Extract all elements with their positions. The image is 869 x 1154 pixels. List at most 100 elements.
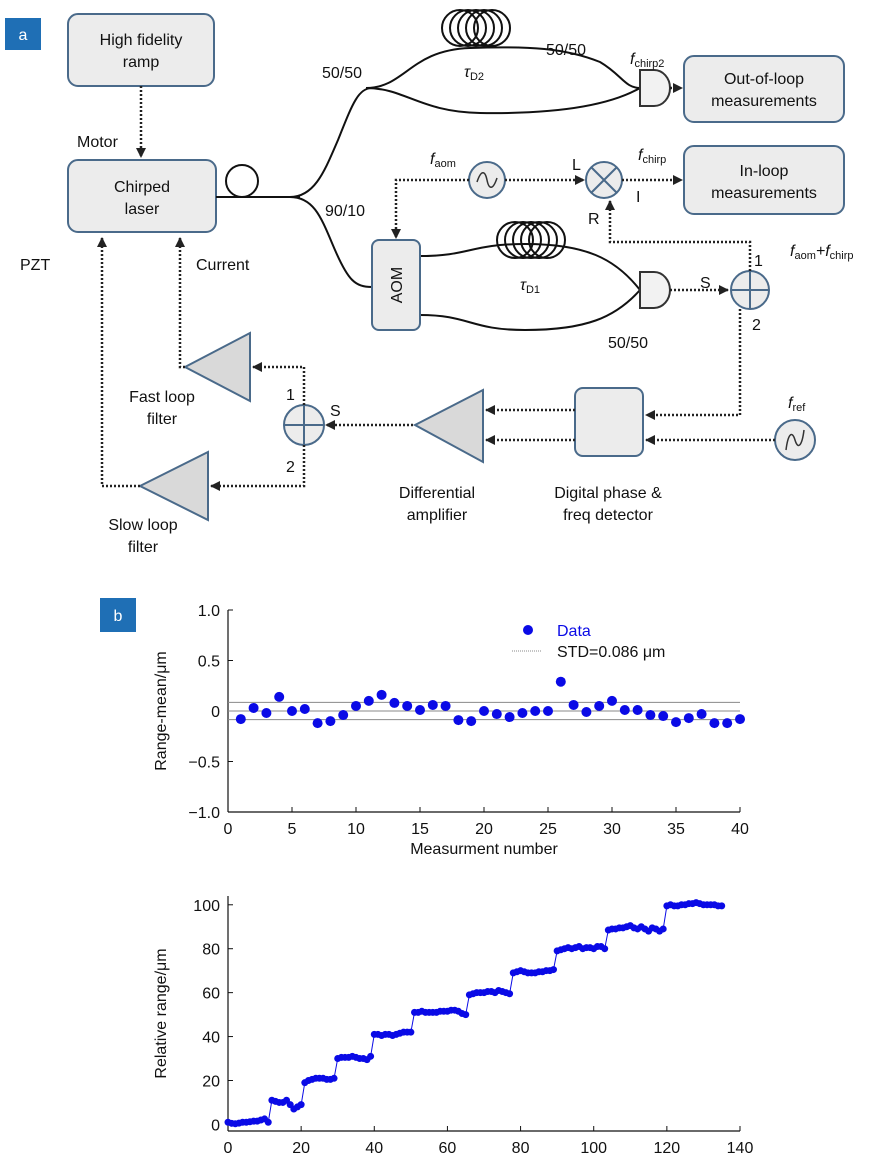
- x-tick-label: 15: [411, 821, 429, 838]
- y-tick-label: −0.5: [188, 755, 220, 772]
- x-tick-label: 120: [654, 1140, 681, 1154]
- freq-label: faom+fchirp: [790, 243, 854, 262]
- series-line: [227, 902, 722, 1125]
- data-point: [264, 1118, 272, 1126]
- data-point: [506, 990, 514, 998]
- data-point: [440, 700, 451, 711]
- data-point: [491, 709, 502, 720]
- data-point: [735, 714, 745, 725]
- line: In-loop: [740, 163, 789, 180]
- aom-box: [371, 239, 421, 331]
- data-point: [659, 925, 667, 933]
- data-point: [389, 697, 400, 708]
- y-tick-label: 0: [211, 1117, 220, 1134]
- line: Out-of-loop: [724, 71, 804, 88]
- sub: chirp: [642, 154, 666, 166]
- phase-detector-box: [574, 387, 644, 457]
- line: laser: [125, 201, 160, 218]
- signal: [252, 362, 306, 405]
- freq-label: fchirp: [638, 147, 666, 166]
- signal: [175, 237, 185, 369]
- legend-label: Data: [557, 623, 591, 640]
- data-point: [632, 704, 643, 715]
- data-point: [248, 702, 259, 713]
- data-point: [530, 706, 541, 716]
- line: Chirped: [114, 179, 170, 196]
- line: Slow loop: [108, 517, 177, 534]
- data-point: [402, 700, 413, 711]
- amplifier: [137, 450, 209, 522]
- panel-label-box: [5, 18, 41, 50]
- laser-label: Chirped laser: [114, 179, 170, 218]
- ramp-box: [67, 13, 215, 87]
- y-tick-label: 40: [202, 1030, 220, 1047]
- panel-label: a: [19, 27, 28, 44]
- data-point: [407, 1028, 415, 1036]
- sym: f: [630, 51, 636, 68]
- data-point: [517, 708, 528, 719]
- fiber: [289, 196, 373, 288]
- port-label: L: [572, 157, 581, 174]
- line: measurements: [711, 185, 817, 202]
- fast-filter-label: Fast loop filter: [129, 389, 195, 428]
- sym: +f: [816, 243, 831, 260]
- fiber: [289, 87, 373, 198]
- current-label: Current: [196, 257, 250, 274]
- detector: [639, 271, 671, 309]
- sub: D1: [526, 284, 540, 296]
- freq-label: faom: [430, 151, 456, 170]
- data-point: [299, 703, 310, 714]
- splitter-label: 90/10: [325, 203, 365, 220]
- data-point: [312, 718, 323, 729]
- data-point: [261, 708, 272, 719]
- splitter-label: 50/50: [546, 42, 586, 59]
- y-tick-label: 0: [211, 704, 220, 721]
- fiber: [419, 289, 641, 332]
- sub: chirp: [830, 250, 854, 262]
- in-loop-label: In-loop measurements: [711, 163, 817, 202]
- data-point: [287, 706, 297, 716]
- y-tick-label: 20: [202, 1073, 220, 1090]
- line: ramp: [123, 54, 160, 71]
- y-tick-label: 60: [202, 986, 220, 1003]
- sub: ref: [792, 402, 806, 414]
- line: freq detector: [563, 507, 654, 524]
- pzt-label: PZT: [20, 257, 50, 274]
- data-point: [683, 713, 694, 724]
- data-point: [363, 695, 374, 706]
- port-label: I: [636, 189, 640, 206]
- out-loop-box: [683, 55, 845, 123]
- x-tick-label: 40: [731, 821, 749, 838]
- data-point: [376, 689, 387, 700]
- sub: aom: [794, 250, 815, 262]
- data-point: [479, 706, 489, 716]
- data-point: [555, 676, 566, 687]
- port-label: 1: [286, 387, 295, 404]
- data-point: [607, 695, 617, 706]
- data-point: [568, 699, 579, 710]
- phase-detector-label: Digital phase & freq detector: [554, 485, 662, 524]
- signal: [210, 445, 306, 491]
- data-point: [427, 699, 438, 710]
- sym: τ: [464, 64, 471, 81]
- motor-label: Motor: [77, 134, 119, 151]
- x-tick-label: 35: [667, 821, 685, 838]
- y-tick-label: 80: [202, 942, 220, 959]
- data-point: [594, 700, 605, 711]
- amplifier: [412, 388, 484, 464]
- fiber-loop: [225, 164, 259, 198]
- data-point: [297, 1101, 305, 1109]
- sym: f: [430, 151, 436, 168]
- panel-label-box: [100, 598, 136, 632]
- freq-label: fchirp2: [630, 51, 664, 70]
- data-point: [330, 1074, 338, 1082]
- data-point: [543, 706, 553, 716]
- data-point: [709, 718, 720, 729]
- panel-label: b: [114, 608, 123, 625]
- x-tick-label: 0: [224, 821, 233, 838]
- x-tick-label: 20: [475, 821, 493, 838]
- port-label: R: [588, 211, 600, 228]
- freq-label: fref: [788, 395, 806, 414]
- signal: [97, 237, 140, 488]
